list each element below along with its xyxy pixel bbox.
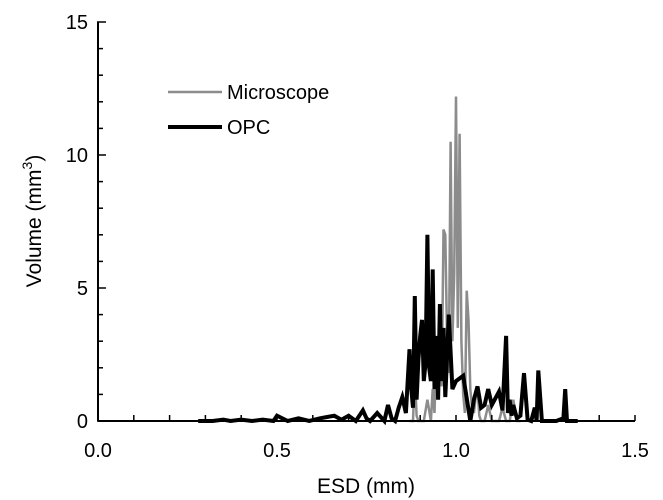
x-tick-label: 0.5 — [263, 440, 291, 462]
legend: Microscope OPC — [168, 82, 329, 139]
y-tick-label: 0 — [77, 411, 88, 433]
legend-label-microscope: Microscope — [227, 82, 329, 104]
y-ticks: 0 5 10 15 — [66, 12, 106, 433]
x-axis-label: ESD (mm) — [317, 475, 415, 498]
y-tick-label: 5 — [77, 278, 88, 300]
legend-label-opc: OPC — [227, 117, 270, 139]
y-axis-label-sup: 3 — [19, 161, 35, 169]
y-axis-label-main: Volume (mm — [23, 169, 46, 287]
x-tick-label: 1.0 — [442, 440, 470, 462]
y-tick-label: 15 — [66, 12, 88, 34]
series-line-opc — [198, 234, 578, 426]
x-tick-label: 1.5 — [621, 440, 649, 462]
x-ticks: 0.0 0.5 1.0 1.5 — [84, 415, 649, 462]
x-tick-label: 0.0 — [84, 440, 112, 462]
y-axis-label: Volume (mm3) — [19, 155, 46, 288]
y-axis-label-tail: ) — [23, 155, 46, 162]
plot-area — [97, 22, 635, 426]
y-tick-label: 10 — [66, 145, 88, 167]
